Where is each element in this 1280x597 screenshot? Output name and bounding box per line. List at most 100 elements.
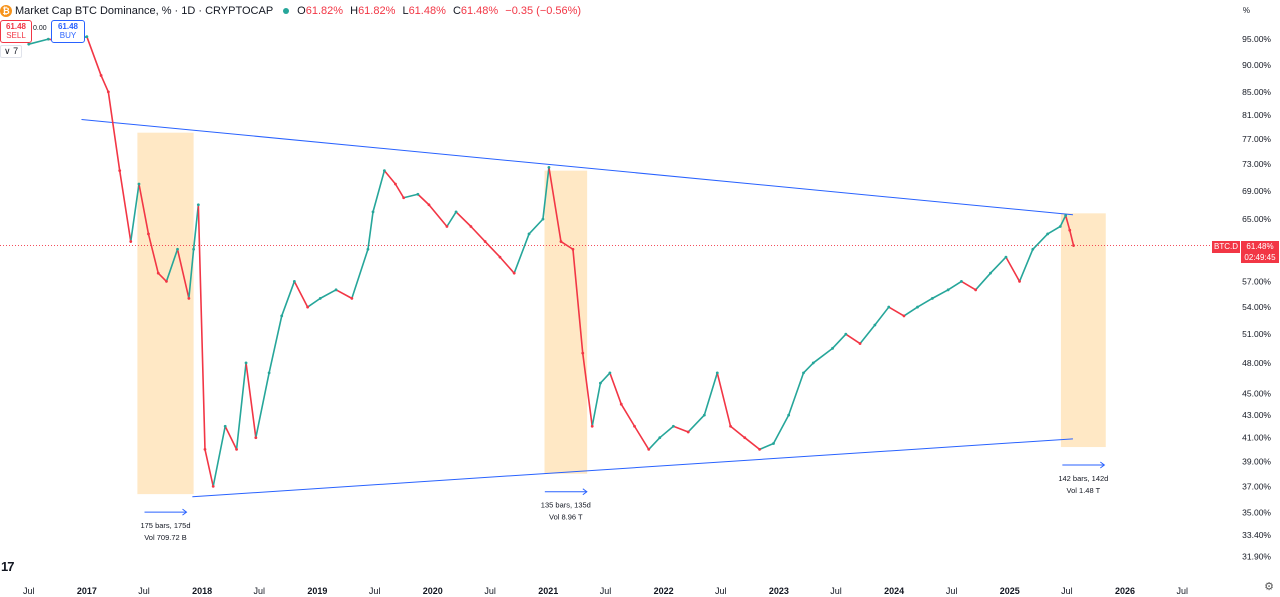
y-tick-label: 33.40%: [1242, 530, 1271, 540]
series-segment: [1059, 214, 1067, 228]
price-axis-unit[interactable]: %: [1242, 6, 1250, 15]
series-segment: [620, 403, 636, 428]
data-point: [280, 314, 284, 318]
x-tick-label: Jul: [369, 586, 381, 596]
data-point: [292, 280, 296, 283]
data-point: [254, 436, 258, 440]
indicators-toggle[interactable]: ∨ 7: [0, 45, 23, 58]
series-segment: [394, 183, 405, 199]
data-point: [1058, 225, 1062, 228]
measure-volume-label: Vol 1.48 T: [1067, 486, 1101, 495]
data-point: [371, 210, 375, 214]
data-point: [99, 74, 103, 77]
data-point: [235, 448, 238, 451]
x-tick-label: Jul: [946, 586, 958, 596]
measure-labels: 175 bars, 175d Vol 709.72 B 135 bars, 135d…: [140, 461, 1108, 542]
series-segment: [367, 211, 374, 251]
series-segment: [716, 372, 732, 428]
y-tick-label: 81.00%: [1242, 110, 1271, 120]
series-segment: [743, 436, 761, 451]
y-tick-label: 41.00%: [1242, 433, 1271, 443]
y-tick-label: 77.00%: [1242, 134, 1271, 144]
data-point: [960, 280, 963, 283]
series-segment: [212, 425, 226, 488]
series-segment: [599, 372, 611, 384]
data-point: [427, 203, 431, 207]
data-point: [350, 296, 354, 300]
data-point: [1031, 247, 1035, 251]
x-tick-label: 2018: [192, 586, 212, 596]
spread-value: 0.00: [33, 25, 47, 32]
x-tick-label: 2022: [654, 586, 674, 596]
series-segment: [118, 169, 132, 243]
measure-zone: [1060, 213, 1106, 448]
series-segment: [402, 193, 419, 199]
series-segment: [672, 425, 690, 433]
data-point: [85, 35, 89, 39]
data-point: [156, 271, 160, 275]
series-segment: [609, 372, 623, 405]
data-point: [1064, 214, 1068, 217]
x-tick-label: 2025: [1000, 586, 1020, 596]
series-segment: [372, 169, 386, 213]
x-tick-label: 2023: [769, 586, 789, 596]
measure-volume-label: Vol 709.72 B: [144, 533, 187, 542]
series-segment: [787, 372, 805, 416]
series-segment: [887, 306, 905, 317]
series-segment: [703, 372, 719, 416]
y-tick-label: 85.00%: [1242, 87, 1271, 97]
data-point: [129, 240, 133, 243]
data-point: [887, 305, 891, 309]
gear-icon[interactable]: ⚙: [1264, 581, 1274, 593]
data-point: [743, 436, 747, 440]
price-axis: 95.00% 90.00% 85.00% 81.00% 77.00% 73.00% 69.0…: [1242, 34, 1271, 562]
sell-button[interactable]: 61.48 SELL: [0, 20, 32, 43]
data-point: [547, 165, 551, 169]
series-segment: [446, 211, 457, 228]
x-tick-label: 2026: [1115, 586, 1135, 596]
series-segment: [235, 362, 247, 451]
series-segment: [204, 448, 214, 488]
x-tick-label: 2017: [77, 586, 97, 596]
buy-button[interactable]: 61.48 BUY: [51, 20, 85, 43]
x-tick-label: 2019: [307, 586, 327, 596]
x-tick-label: 2020: [423, 586, 443, 596]
last-price-tag: 61.48% 02:49:45: [1241, 241, 1279, 263]
data-point: [1068, 228, 1072, 232]
series-segment: [319, 289, 337, 300]
data-point: [498, 255, 502, 259]
data-point: [223, 424, 227, 428]
y-tick-label: 48.00%: [1242, 358, 1271, 368]
symbol-title[interactable]: Market Cap BTC Dominance, % · 1D · CRYPT…: [15, 5, 274, 17]
data-point: [334, 288, 338, 292]
series-segment: [802, 362, 815, 374]
series-segment: [845, 333, 861, 345]
data-point: [211, 484, 215, 488]
data-point: [686, 430, 690, 434]
series-segment: [129, 183, 140, 243]
measure-bars-label: 175 bars, 175d: [140, 521, 190, 530]
series-segment: [268, 315, 283, 374]
x-tick-label: 2024: [884, 586, 904, 596]
data-point: [203, 448, 207, 451]
data-point: [902, 314, 906, 318]
symbol-price-tag: BTC.D: [1212, 241, 1240, 253]
data-point: [758, 448, 762, 451]
series-segment: [591, 382, 602, 428]
data-point: [318, 296, 322, 300]
data-point: [366, 247, 370, 251]
tradingview-logo-icon[interactable]: 17: [1, 559, 15, 574]
series-segment: [176, 248, 190, 300]
data-point: [787, 413, 791, 417]
data-point: [619, 402, 623, 406]
data-point: [267, 371, 271, 375]
measure-zone: [137, 132, 194, 495]
y-tick-label: 65.00%: [1242, 214, 1271, 224]
chevron-down-icon: ∨: [4, 46, 11, 56]
series-segment: [107, 91, 121, 172]
data-point: [192, 247, 196, 251]
series-segment: [916, 297, 934, 308]
data-point: [1072, 244, 1075, 247]
data-point: [445, 225, 449, 228]
